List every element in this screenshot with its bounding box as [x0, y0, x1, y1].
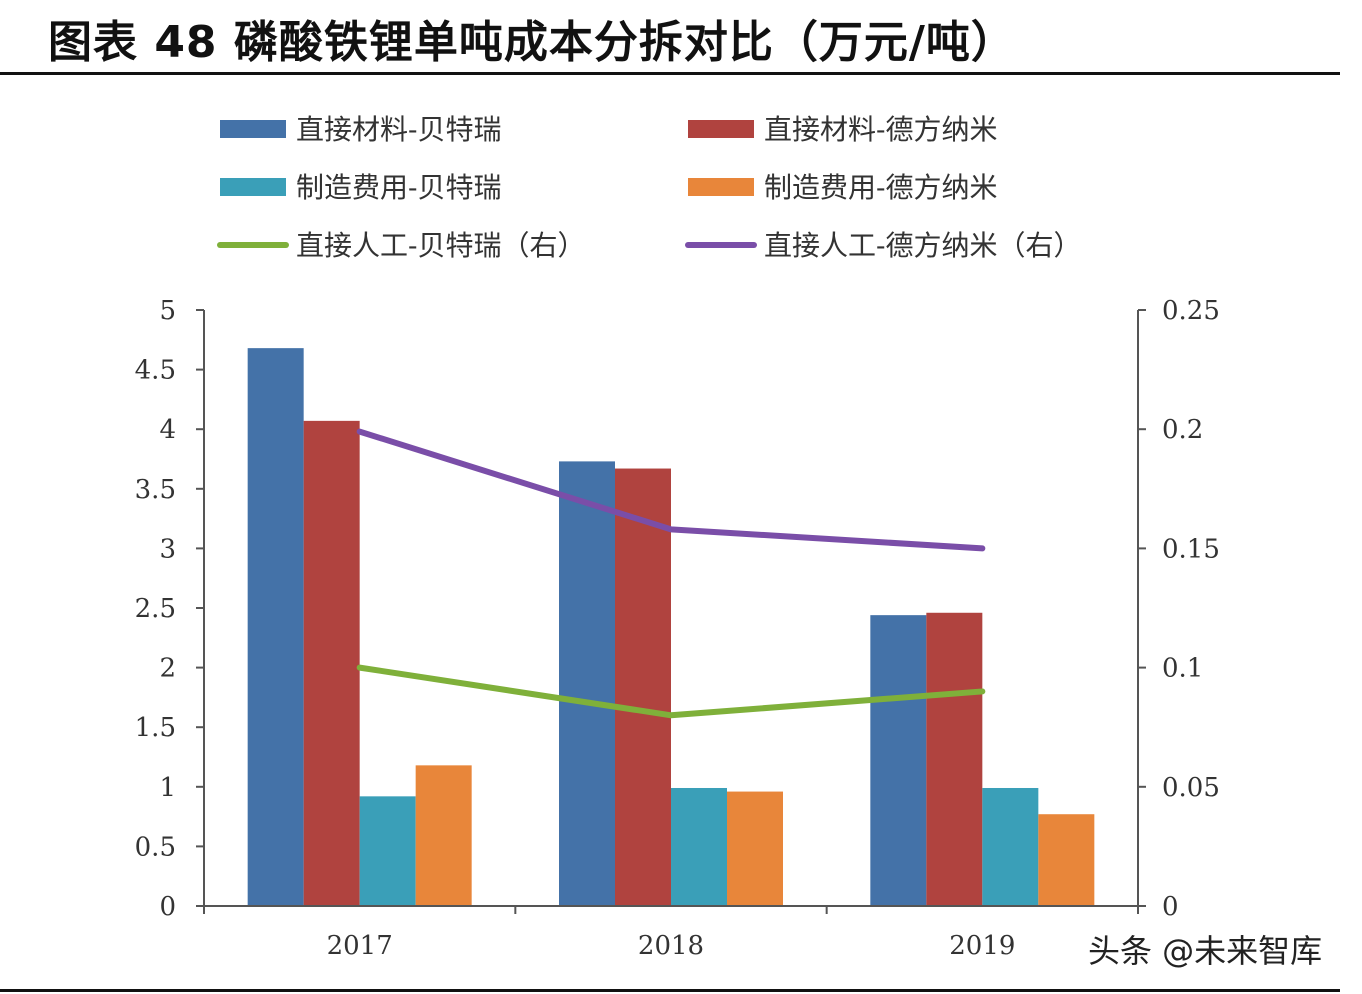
axes: 0 0.5 1 1.5 2 2.5 3 3.5 4 4.5 5 0 0.05 0.1 0.15 0.2 0.25…: [135, 296, 1220, 961]
left-tick-label: 1.5: [135, 713, 176, 743]
bar-直接材料-德方纳米-2019: [926, 612, 983, 906]
right-tick-label: 0.25: [1162, 296, 1220, 326]
bar-直接材料-贝特瑞-2017: [247, 348, 304, 906]
bar-制造费用-德方纳米-2017: [415, 765, 472, 906]
bar-制造费用-德方纳米-2018: [727, 791, 783, 906]
watermark: 头条 @未来智库: [1088, 932, 1323, 970]
legend-label: 制造费用-贝特瑞: [296, 171, 501, 204]
line-group: [356, 428, 986, 719]
legend-swatch: [688, 178, 754, 196]
bar-制造费用-德方纳米-2019: [1038, 814, 1095, 906]
left-tick-label: 0.5: [135, 832, 176, 862]
legend-swatch: [220, 120, 286, 138]
legend-swatch: [220, 178, 286, 196]
legend-label: 直接人工-德方纳米（右）: [764, 229, 1081, 262]
right-tick-label: 0.05: [1162, 773, 1220, 803]
bar-直接材料-贝特瑞-2019: [870, 615, 927, 906]
bar-制造费用-贝特瑞-2017: [359, 796, 416, 906]
left-tick-label: 3.5: [135, 475, 176, 505]
bar-直接材料-德方纳米-2018: [615, 468, 671, 906]
left-tick-label: 4: [159, 415, 176, 445]
left-tick-label: 4.5: [135, 356, 176, 386]
bar-直接材料-德方纳米-2017: [303, 420, 360, 906]
right-tick-label: 0.2: [1162, 415, 1203, 445]
x-tick-label: 2019: [949, 931, 1015, 961]
line-直接人工-德方纳米（右）: [356, 428, 986, 552]
title-underline: [0, 72, 1340, 75]
bottom-rule: [0, 989, 1340, 992]
right-tick-label: 0: [1162, 892, 1179, 922]
left-tick-label: 3: [159, 534, 176, 564]
left-tick-label: 2: [159, 654, 176, 684]
left-tick-label: 0: [159, 892, 176, 922]
line-直接人工-贝特瑞（右）: [356, 664, 986, 719]
bar-直接材料-贝特瑞-2018: [559, 461, 615, 906]
right-tick-label: 0.1: [1162, 654, 1203, 684]
left-tick-label: 2.5: [135, 594, 176, 624]
x-tick-label: 2018: [638, 931, 704, 961]
x-tick-label: 2017: [327, 931, 393, 961]
legend-swatch: [688, 120, 754, 138]
bar-制造费用-贝特瑞-2018: [671, 787, 727, 906]
left-tick-label: 1: [159, 773, 176, 803]
legend-label: 直接人工-贝特瑞（右）: [296, 229, 585, 262]
bar-group: [247, 348, 1095, 906]
right-tick-label: 0.15: [1162, 534, 1220, 564]
left-tick-label: 5: [159, 296, 176, 326]
legend-label: 制造费用-德方纳米: [764, 171, 997, 204]
legend-label: 直接材料-贝特瑞: [296, 113, 501, 146]
legend-label: 直接材料-德方纳米: [764, 113, 997, 146]
chart-title: 图表 48 磷酸铁锂单吨成本分拆对比（万元/吨）: [48, 17, 1016, 68]
bar-制造费用-贝特瑞-2019: [982, 787, 1039, 906]
